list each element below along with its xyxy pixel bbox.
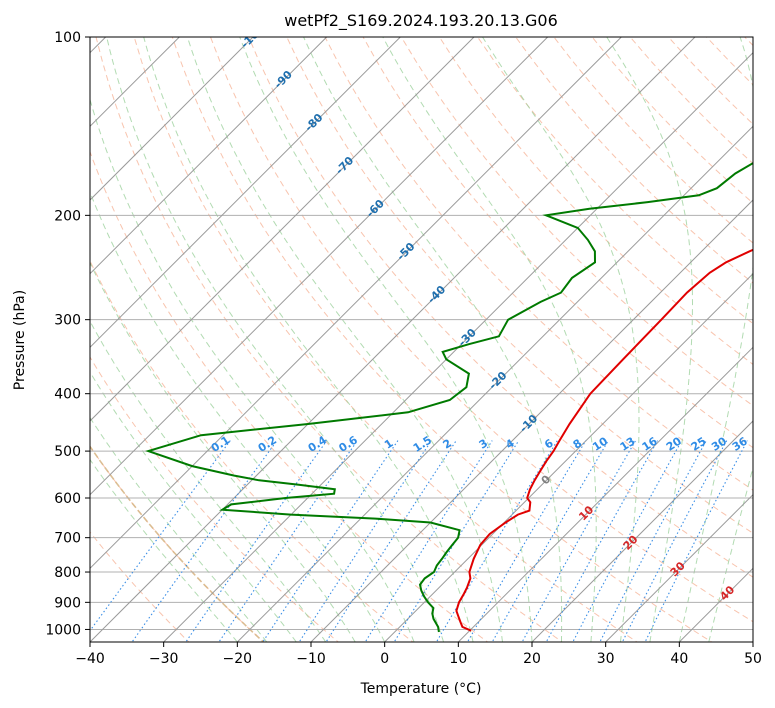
isotherm (90, 37, 254, 201)
dry-adiabat (362, 37, 753, 449)
plot-frame (89, 36, 754, 643)
isotherm (310, 199, 753, 642)
mixing-ratio-line (545, 440, 659, 642)
y-tick-label: 900 (54, 595, 81, 611)
y-tick-label: 100 (54, 30, 81, 46)
moist-adiabats (90, 37, 753, 642)
mixing-ratio-line (521, 440, 637, 642)
isotherm (163, 51, 753, 642)
temperature-profile-line (455, 248, 753, 632)
isotherm (531, 420, 753, 642)
y-axis-label: Pressure (hPa) (12, 290, 28, 390)
moist-adiabat (90, 371, 297, 642)
mixing-ratio-line (325, 440, 457, 642)
x-tick-label: 30 (597, 651, 615, 667)
dry-adiabat (324, 37, 753, 491)
dry-adiabat (90, 259, 414, 642)
moist-adiabat (382, 37, 597, 642)
moist-adiabat (143, 37, 474, 642)
chart-title: wetPf2_S169.2024.193.20.13.G06 (284, 11, 558, 31)
isotherm (90, 37, 328, 275)
y-tick-label: 200 (54, 208, 81, 224)
isotherm (90, 37, 549, 496)
dry-adiabat (248, 37, 753, 578)
mixing-ratio-line (572, 440, 683, 642)
dry-adiabat (438, 37, 753, 366)
isotherms (90, 37, 753, 642)
y-axis: 100 200 300 400 500 600 700 800 900 1000 (45, 30, 90, 638)
pressure-gridlines (90, 37, 753, 630)
x-tick-label: 10 (449, 651, 467, 667)
mixing-ratio-line (466, 440, 587, 642)
y-tick-label: 600 (54, 491, 81, 507)
isotherm (605, 493, 753, 642)
mixing-ratio-line (185, 440, 328, 642)
isotherm (90, 37, 475, 422)
dry-adiabat (400, 37, 753, 407)
sounding-series (145, 161, 753, 633)
moist-adiabat (186, 37, 503, 642)
moist-adiabat (90, 416, 268, 642)
moist-adiabat (606, 37, 693, 642)
mixing-ratio-lines (90, 440, 748, 642)
x-axis-label: Temperature (°C) (360, 681, 482, 697)
x-tick-label: 40 (670, 651, 688, 667)
y-tick-label: 400 (54, 387, 81, 403)
moist-adiabat (239, 37, 533, 642)
x-tick-label: −30 (149, 651, 179, 667)
isotherm (90, 37, 696, 642)
reference-adiabat (90, 445, 265, 642)
moist-adiabat (106, 37, 445, 642)
y-tick-label: 700 (54, 531, 81, 547)
dry-adiabat (286, 37, 753, 534)
x-tick-label: −10 (296, 651, 326, 667)
isotherm (90, 37, 401, 349)
x-tick-label: 0 (380, 651, 389, 667)
y-tick-label: 300 (54, 313, 81, 329)
x-tick-label: 50 (744, 651, 762, 667)
x-tick-label: 20 (523, 651, 541, 667)
mixing-ratio-line (393, 440, 520, 642)
moist-adiabat (708, 465, 753, 642)
moist-adiabat (678, 37, 753, 642)
isotherm (90, 37, 622, 570)
x-tick-label: −40 (75, 651, 105, 667)
moist-adiabat (90, 320, 327, 642)
mixing-ratio-line (435, 440, 558, 642)
isotherm (236, 125, 753, 642)
y-tick-label: 500 (54, 444, 81, 460)
moist-adiabat (90, 458, 238, 642)
moist-adiabat (90, 261, 356, 642)
mixing-ratio-line (599, 440, 707, 642)
dewpoint-profile-line (145, 161, 753, 633)
mixing-ratio-line (491, 440, 609, 642)
moist-adiabat (303, 37, 563, 642)
mixing-ratio-line (262, 440, 399, 642)
mixing-ratio-line (621, 440, 728, 642)
mixing-ratio-line (298, 440, 432, 642)
dry-adiabat (477, 37, 753, 325)
isotherm (457, 346, 753, 642)
y-tick-label: 1000 (45, 622, 81, 638)
isotherm (384, 272, 753, 642)
moist-adiabat (90, 190, 386, 642)
mixing-ratio-line (364, 440, 493, 642)
moist-adiabat (482, 37, 640, 642)
y-tick-label: 800 (54, 565, 81, 581)
mixing-ratio-line (131, 440, 278, 642)
x-axis: −40 −30 −20 −10 0 10 20 30 40 50 (75, 642, 762, 667)
x-tick-label: −20 (223, 651, 253, 667)
